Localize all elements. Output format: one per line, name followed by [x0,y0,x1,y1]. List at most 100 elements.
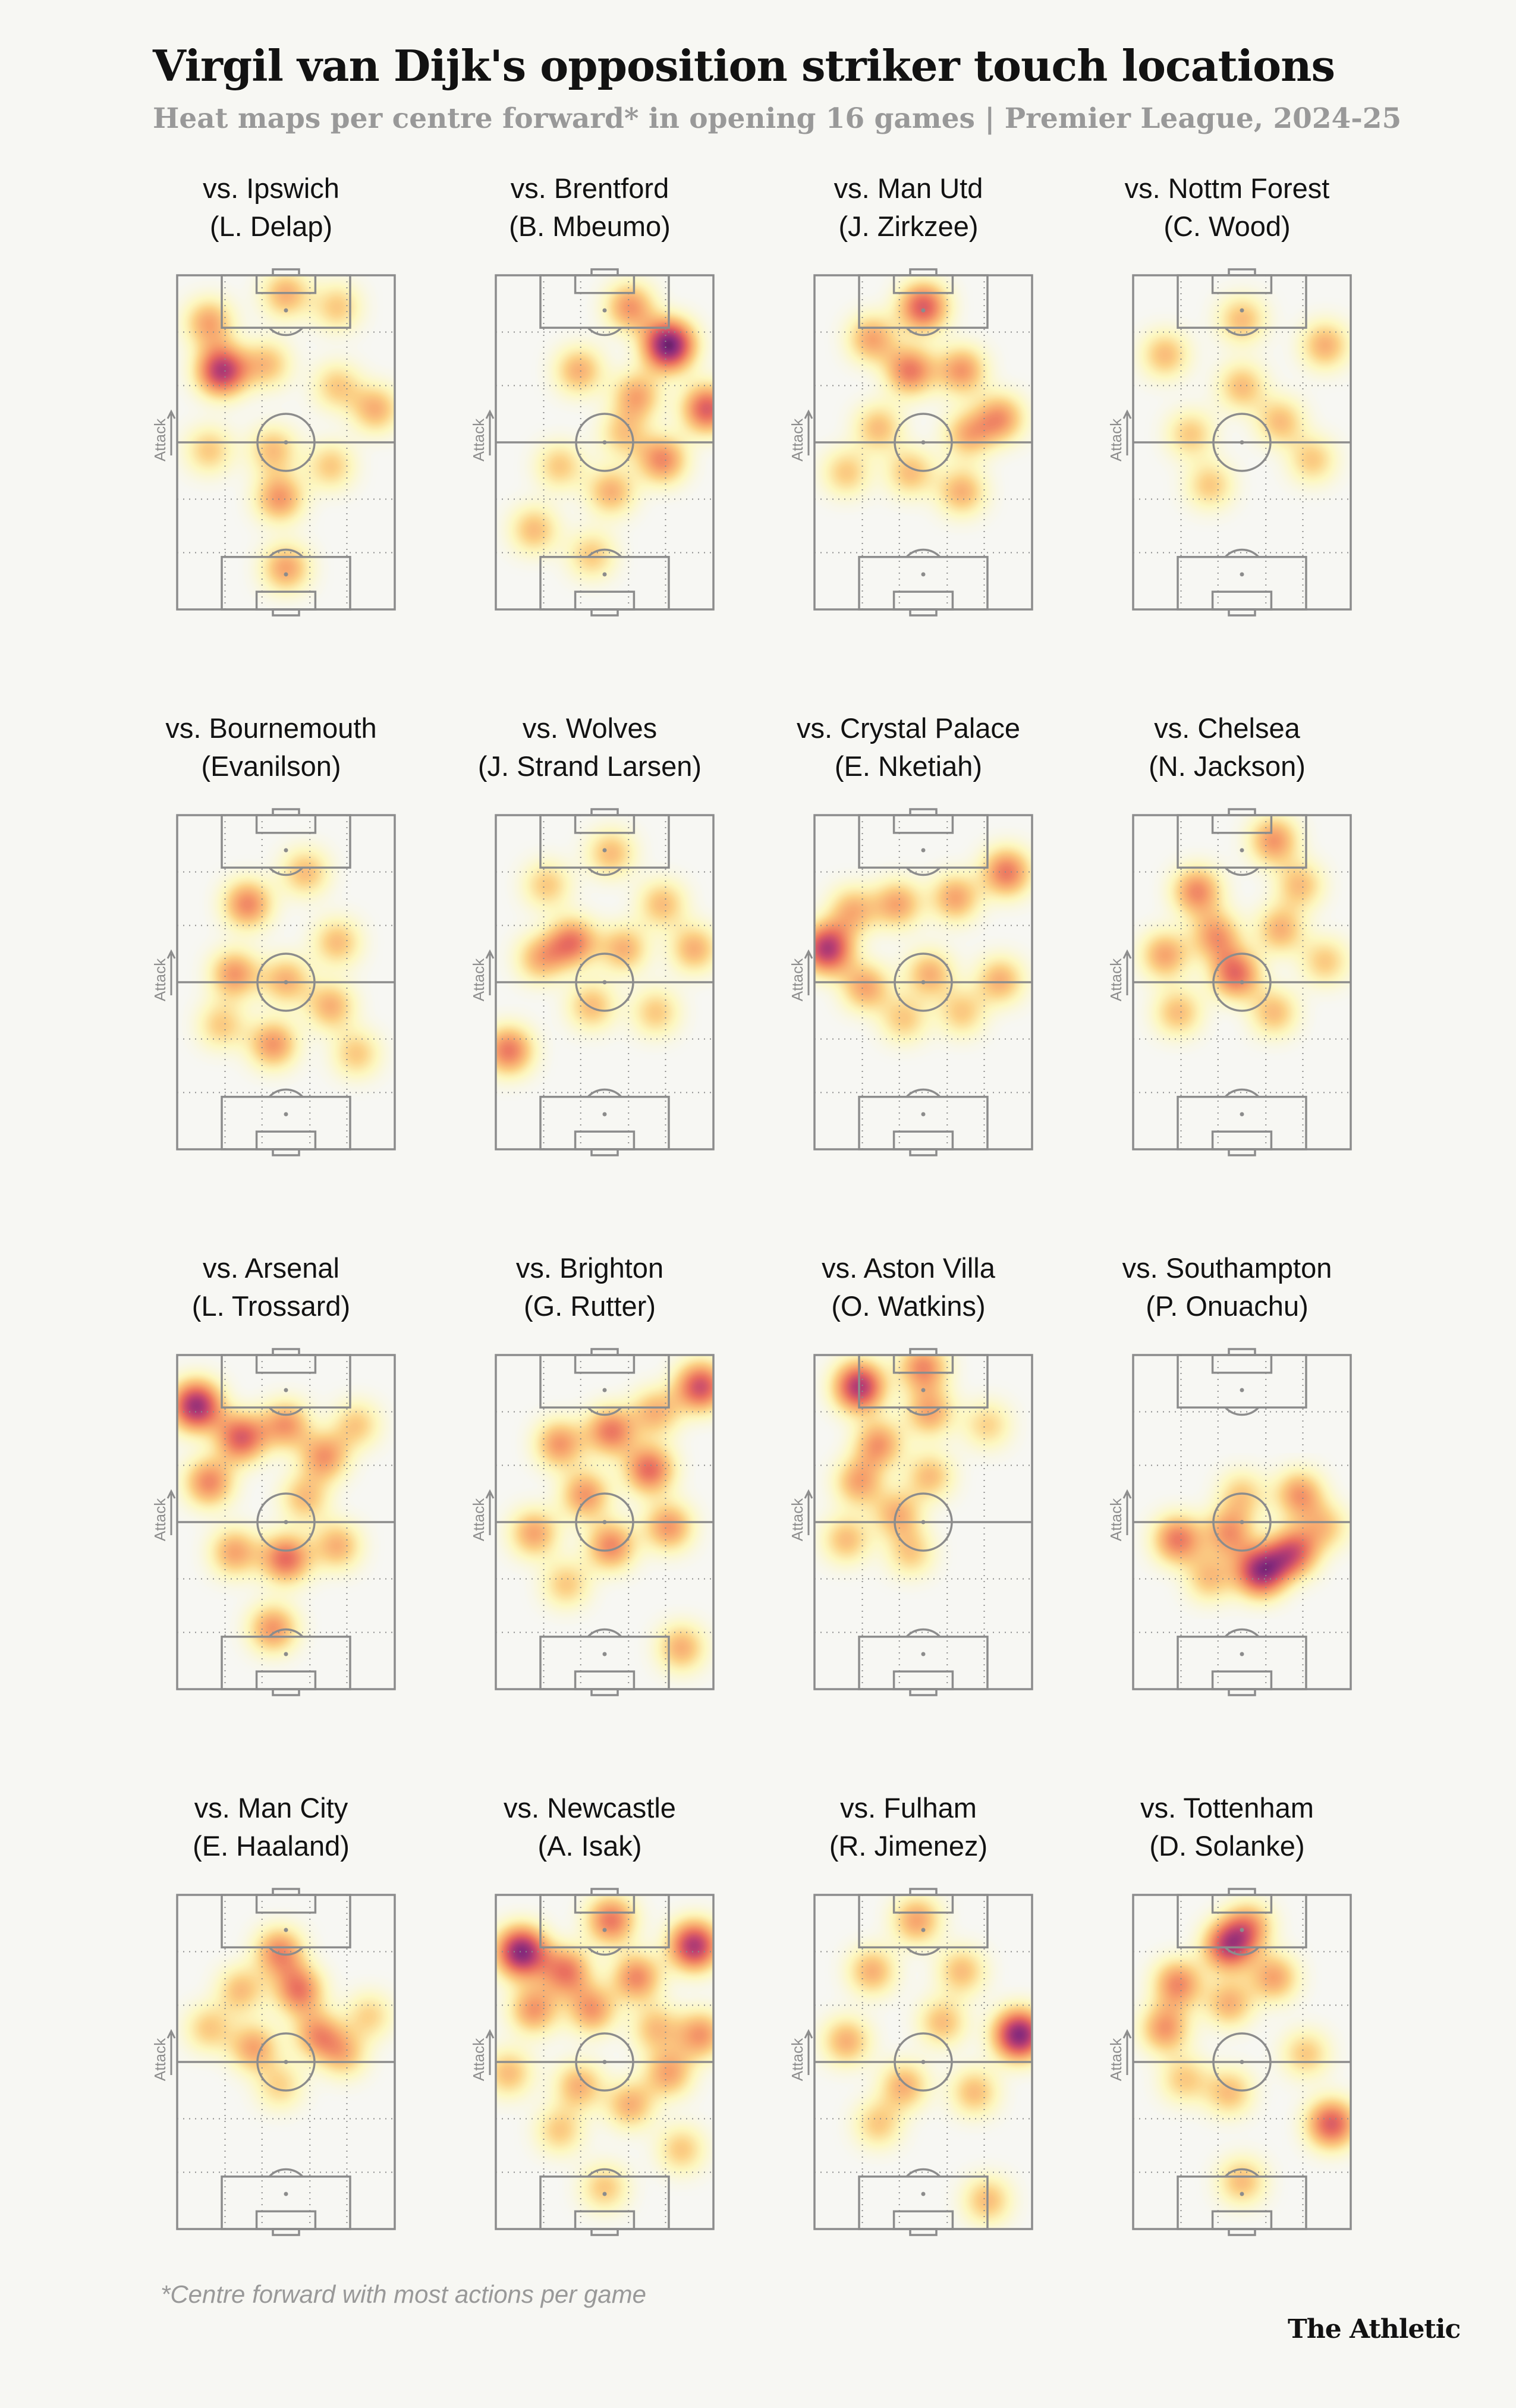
penalty-area-top [539,274,670,329]
pitch-lines [495,808,715,1156]
heat-point [861,410,897,446]
heat-point [982,400,1019,437]
panel-title: vs. Bournemouth (Evanilson) [128,709,414,785]
panel-title: vs. Man Utd (J. Zirkzee) [766,169,1051,246]
penalty-arc-bottom [1224,1088,1260,1098]
panel-player: (J. Strand Larsen) [477,750,702,782]
attack-arrow-icon [166,2029,176,2075]
the-athletic-logo: The Athletic [1288,2314,1461,2344]
penalty-arc-bottom [268,1628,304,1637]
attack-arrow-icon [485,949,495,995]
heat-point [854,320,891,357]
panel-player: (Evanilson) [201,750,341,782]
heat-point [904,287,943,327]
panel-opponent: vs. Ipswich [203,172,339,204]
heat-layer [516,1367,713,1666]
pitch-heatmap: Attack [1107,268,1352,617]
pitch-heatmap: Attack [788,1888,1033,2236]
panel-player: (B. Mbeumo) [509,210,671,242]
heat-point [516,1515,553,1552]
pitch-spots [921,1928,926,2196]
pitch-spots [284,848,288,1117]
pitch-grid [177,1355,395,1689]
pitch-grid [177,275,395,609]
goal-bottom [590,608,619,617]
heat-point [228,885,266,923]
heat-point [943,352,980,389]
pitch-grid [1133,275,1351,609]
heatmap-panel: vs. Chelsea (N. Jackson) Attack [1084,709,1370,1185]
goal-area-bottom [574,590,636,611]
penalty-area-top [221,1354,351,1409]
chart-title: Virgil van Dijk's opposition striker tou… [153,40,1335,91]
pitch-spots [1240,1388,1244,1656]
penalty-area-bottom [539,1636,670,1690]
heat-point [553,923,592,962]
panel-title: vs. Crystal Palace (E. Nketiah) [766,709,1051,785]
penalty-arc-top [1224,327,1260,337]
heat-point [254,1610,292,1648]
heat-point [1256,1959,1292,1996]
heat-layer [829,1355,1005,1570]
penalty-arc-top [905,327,941,337]
heat-point [496,1032,528,1070]
heat-point [638,1394,674,1431]
heat-point [879,1496,916,1532]
goal-top [909,268,938,276]
goal-bottom [1228,1148,1256,1156]
heatmap-panel: vs. Aston Villa (O. Watkins) Attack [766,1249,1051,1725]
heat-point [1173,417,1208,452]
penalty-arc-bottom [1224,1628,1260,1637]
goal-area-top [574,814,636,834]
heat-point [191,304,228,341]
heat-point [1288,2036,1323,2071]
heat-point [1224,2164,1260,2199]
heat-point [682,2016,713,2054]
goal-area-bottom [892,590,954,611]
heat-point [561,353,597,389]
heatmap-panel: vs. Brighton (G. Rutter) Attack [447,1249,732,1725]
heatmap-panel: vs. Tottenham (D. Solanke) Attack [1084,1789,1370,2265]
panel-player: (G. Rutter) [524,1290,656,1322]
goal-top [909,808,938,816]
attack-label: Attack [788,1498,806,1541]
goal-area-bottom [255,590,317,611]
heat-point [879,886,916,923]
penalty-area-bottom [858,1096,989,1150]
pitch-heatmap: Attack [151,1348,396,1696]
panel-opponent: vs. Aston Villa [822,1252,995,1284]
heat-point [950,416,986,452]
heat-point [261,479,298,517]
heat-point [201,350,243,392]
heat-point [221,1418,261,1458]
panel-player: (L. Delap) [209,210,333,242]
heat-point [664,2132,699,2167]
goal-bottom [909,1148,938,1156]
panel-title: vs. Brentford (B. Mbeumo) [447,169,732,246]
heat-point [326,2036,361,2072]
pitch-spots [921,308,926,577]
centre-circle [575,2032,634,2092]
heat-point [1192,1560,1228,1596]
heat-point [1224,369,1260,404]
heat-point [191,433,227,468]
heat-point [944,995,979,1030]
centre-circle [1212,2032,1272,2092]
pitch-grid [1133,815,1351,1149]
heat-point [612,2087,649,2123]
heat-point [1282,867,1317,903]
pitch-spots [602,308,607,577]
heat-point [618,1959,656,1997]
heat-point [1229,1908,1267,1945]
centre-circle [894,1492,953,1552]
heat-point [638,2011,674,2047]
goal-area-top [255,814,317,834]
heat-point [606,930,642,967]
footnote: *Centre forward with most actions per ga… [161,2280,647,2308]
panel-player: (N. Jackson) [1149,750,1306,782]
heat-point [828,2023,864,2060]
heat-point [943,473,980,510]
goal-area-top [255,1894,317,1914]
heat-point [191,2011,227,2046]
goal-top [590,808,619,816]
